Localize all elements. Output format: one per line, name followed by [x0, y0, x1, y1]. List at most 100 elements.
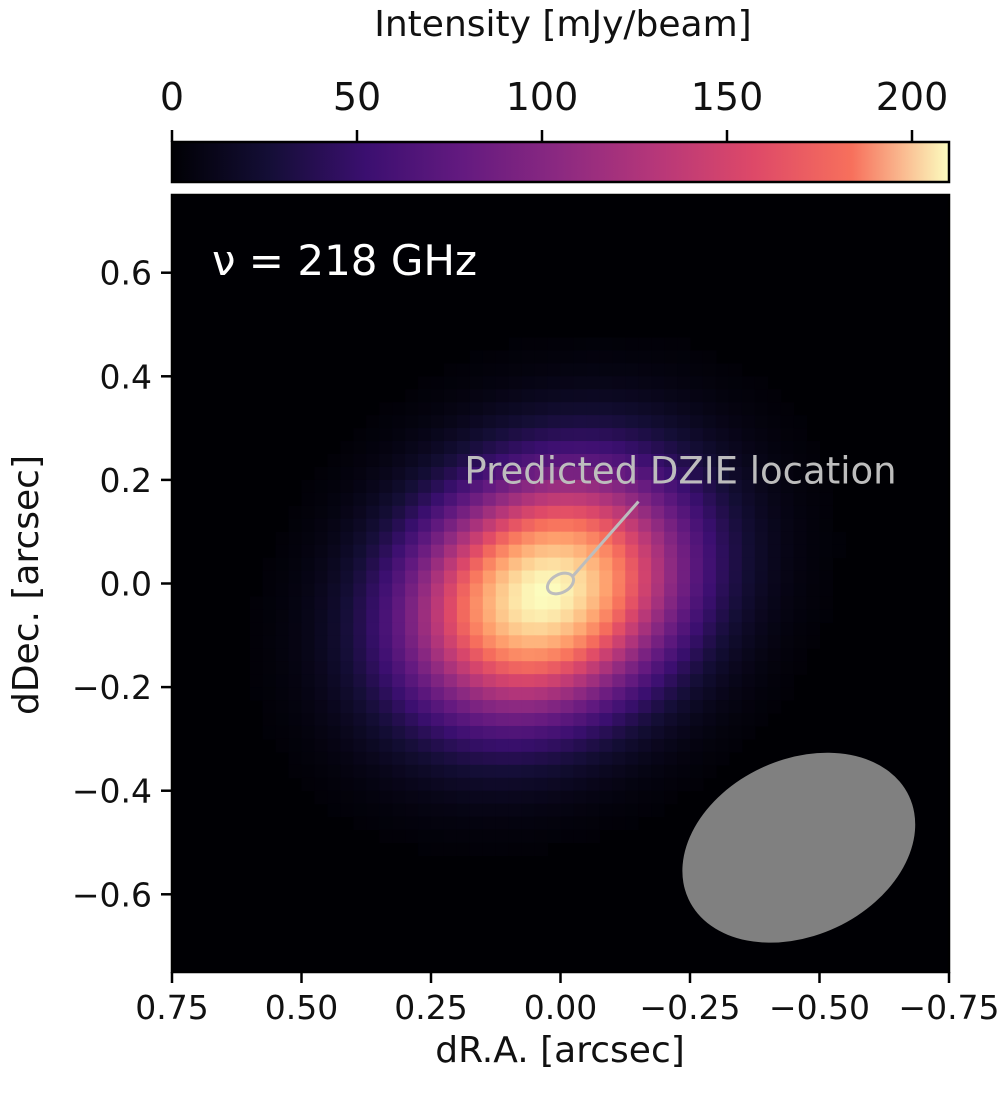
- heatmap-cell: [677, 751, 691, 766]
- heatmap-cell: [806, 622, 821, 636]
- heatmap-cell: [780, 596, 795, 610]
- heatmap-cell: [366, 441, 380, 455]
- heatmap-cell: [405, 402, 419, 416]
- heatmap-cell: [456, 544, 471, 559]
- heatmap-cell: [534, 389, 549, 403]
- heatmap-cell: [443, 557, 458, 572]
- heatmap-cell: [508, 674, 523, 688]
- heatmap-cell: [573, 622, 587, 636]
- heatmap-cell: [366, 454, 380, 468]
- heatmap-cell: [482, 583, 497, 598]
- heatmap-cell: [392, 596, 406, 610]
- heatmap-cell: [702, 764, 717, 779]
- heatmap-cell: [677, 557, 691, 572]
- heatmap-cell: [379, 648, 393, 662]
- heatmap-cell: [664, 622, 678, 636]
- heatmap-cell: [560, 816, 575, 831]
- heatmap-cell: [728, 622, 743, 636]
- heatmap-cell: [715, 544, 730, 559]
- heatmap-cell: [573, 829, 587, 844]
- heatmap-cell: [806, 492, 821, 507]
- heatmap-cell: [767, 454, 782, 468]
- heatmap-cell: [288, 661, 303, 675]
- heatmap-cell: [418, 479, 432, 494]
- heatmap-cell: [495, 389, 510, 403]
- heatmap-cell: [405, 622, 419, 636]
- heatmap-cell: [301, 609, 316, 623]
- heatmap-cell: [495, 492, 510, 507]
- heatmap-cell: [625, 557, 639, 572]
- heatmap-cell: [741, 661, 756, 675]
- heatmap-cell: [638, 751, 652, 766]
- heatmap-cell: [547, 454, 562, 468]
- heatmap-cell: [677, 376, 691, 390]
- heatmap-cell: [625, 803, 639, 818]
- heatmap-cell: [728, 596, 743, 610]
- heatmap-cell: [301, 777, 316, 792]
- heatmap-cell: [547, 700, 562, 714]
- heatmap-cell: [702, 751, 717, 766]
- heatmap-cell: [314, 518, 328, 533]
- heatmap-cell: [560, 829, 575, 844]
- heatmap-cell: [495, 466, 510, 481]
- heatmap-cell: [586, 557, 600, 572]
- heatmap-cell: [534, 661, 549, 675]
- heatmap-cell: [431, 713, 445, 727]
- heatmap-cell: [793, 609, 808, 623]
- heatmap-cell: [677, 505, 691, 520]
- heatmap-cell: [638, 622, 652, 636]
- heatmap-cell: [793, 557, 808, 572]
- heatmap-cell: [534, 829, 549, 844]
- heatmap-cell: [431, 790, 445, 805]
- heatmap-cell: [392, 479, 406, 494]
- heatmap-cell: [612, 764, 626, 779]
- heatmap-cell: [702, 376, 717, 390]
- heatmap-cell: [664, 635, 678, 649]
- heatmap-cell: [547, 713, 562, 727]
- heatmap-cell: [638, 557, 652, 572]
- heatmap-cell: [728, 700, 743, 714]
- heatmap-cell: [741, 492, 756, 507]
- heatmap-cell: [340, 596, 354, 610]
- heatmap-cell: [586, 492, 600, 507]
- heatmap-cell: [482, 570, 497, 585]
- heatmap-cell: [366, 557, 380, 572]
- heatmap-cell: [314, 713, 328, 727]
- heatmap-cell: [638, 661, 652, 675]
- heatmap-cell: [754, 583, 769, 598]
- heatmap-cell: [741, 415, 756, 429]
- heatmap-cell: [793, 583, 808, 598]
- heatmap-cell: [690, 505, 704, 520]
- heatmap-cell: [469, 596, 484, 610]
- heatmap-cell: [664, 466, 678, 481]
- heatmap-cell: [664, 570, 678, 585]
- heatmap-cell: [327, 725, 341, 740]
- heatmap-cell: [638, 428, 652, 442]
- heatmap-cell: [482, 454, 497, 468]
- heatmap-cell: [431, 583, 445, 598]
- heatmap-cell: [469, 544, 484, 559]
- heatmap-cell: [418, 829, 432, 844]
- heatmap-cell: [366, 816, 380, 831]
- heatmap-cell: [677, 622, 691, 636]
- heatmap-cell: [573, 479, 587, 494]
- heatmap-cell: [573, 790, 587, 805]
- heatmap-cell: [651, 725, 665, 740]
- heatmap-cell: [547, 829, 562, 844]
- heatmap-cell: [379, 518, 393, 533]
- heatmap-cell: [327, 454, 341, 468]
- heatmap-cell: [495, 751, 510, 766]
- heatmap-cell: [819, 479, 834, 494]
- heatmap-cell: [482, 479, 497, 494]
- heatmap-cell: [431, 764, 445, 779]
- heatmap-cell: [288, 751, 303, 766]
- heatmap-cell: [482, 829, 497, 844]
- heatmap-cell: [651, 479, 665, 494]
- heatmap-cell: [431, 492, 445, 507]
- heatmap-cell: [793, 661, 808, 675]
- heatmap-cell: [495, 803, 510, 818]
- heatmap-cell: [366, 661, 380, 675]
- heatmap-cell: [456, 479, 471, 494]
- heatmap-cell: [405, 557, 419, 572]
- heatmap-cell: [677, 674, 691, 688]
